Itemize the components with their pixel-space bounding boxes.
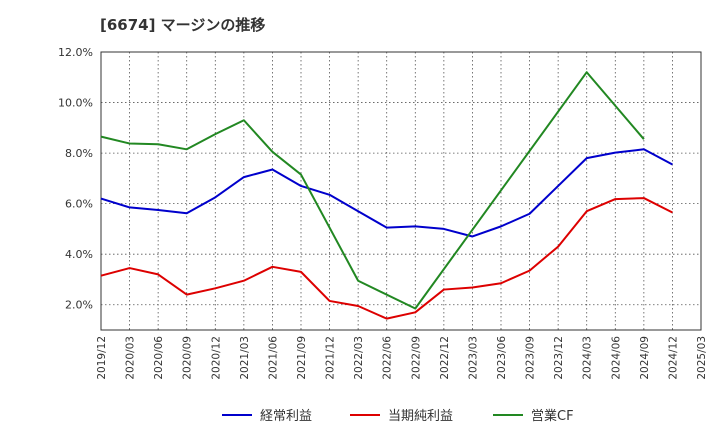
y-tick-label: 12.0% [58,46,93,59]
series-line [100,197,673,320]
x-tick-label: 2024/09 [639,336,651,380]
x-tick-label: 2021/06 [267,336,279,380]
x-tick-label: 2024/06 [610,336,622,380]
y-axis-ticks: 2.0% 4.0% 6.0% 8.0% 10.0% 12.0% [58,46,93,312]
chart-title: [6674] マージンの推移 [100,16,266,34]
x-tick-label: 2022/09 [410,336,422,380]
x-tick-label: 2023/09 [525,336,537,380]
y-tick-label: 6.0% [65,198,93,211]
y-tick-label: 2.0% [65,299,93,312]
plot-frame [100,51,702,331]
y-tick-label: 10.0% [58,97,93,110]
x-tick-label: 2023/06 [496,336,508,380]
x-tick-label: 2024/12 [667,336,679,380]
series-lines [100,71,673,320]
legend: 経常利益 当期純利益 営業CF [222,408,574,424]
legend-label: 営業CF [531,408,574,424]
x-tick-label: 2021/03 [239,336,251,380]
series-line [100,148,673,238]
x-tick-label: 2020/06 [153,336,165,380]
x-tick-label: 2020/03 [125,336,137,380]
y-tick-label: 4.0% [65,248,93,261]
legend-label: 経常利益 [260,409,312,424]
x-tick-label: 2022/12 [439,336,451,380]
x-tick-label: 2025/03 [696,336,708,380]
x-tick-label: 2024/03 [582,336,594,380]
x-tick-label: 2021/09 [296,336,308,380]
x-tick-label: 2022/06 [382,336,394,380]
x-tick-label: 2020/09 [182,336,194,380]
y-tick-label: 8.0% [65,147,93,160]
x-tick-label: 2023/03 [467,336,479,380]
x-tick-label: 2022/03 [353,336,365,380]
x-axis-ticks: 2019/12 2020/03 2020/06 2020/09 2020/12 2021/… [96,336,708,380]
x-tick-label: 2020/12 [210,336,222,380]
series-line [100,71,645,310]
x-tick-label: 2021/12 [325,336,337,380]
x-tick-label: 2019/12 [96,336,108,380]
grid [101,52,701,330]
x-tick-label: 2023/12 [553,336,565,380]
legend-label: 当期純利益 [388,409,453,424]
